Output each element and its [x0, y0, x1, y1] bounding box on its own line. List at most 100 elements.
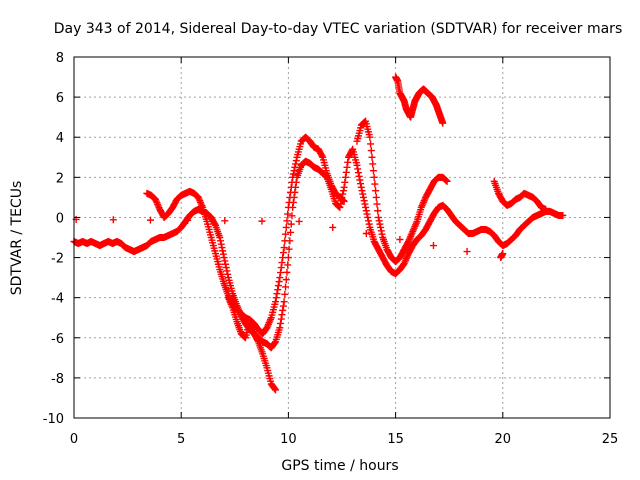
data-point	[277, 319, 285, 327]
chart-title: Day 343 of 2014, Sidereal Day-to-day VTE…	[54, 21, 622, 37]
data-point	[281, 290, 289, 298]
series-sdtvar-main	[70, 145, 567, 352]
data-point	[359, 190, 367, 198]
y-tick-labels: -10 -8 -6 -4 -2 0 2 4 6 8	[43, 51, 64, 427]
data-point	[292, 157, 300, 165]
y-axis-label: SDTVAR / TECUs	[9, 181, 25, 296]
data-point	[282, 276, 290, 284]
data-point	[542, 205, 550, 213]
data-point	[396, 236, 404, 244]
data-point	[279, 306, 287, 314]
data-point	[289, 173, 297, 181]
data-point	[274, 286, 282, 294]
data-point	[283, 217, 291, 225]
data-point	[356, 176, 364, 184]
data-point	[344, 158, 352, 166]
data-point	[289, 170, 297, 178]
y-tick-label: 8	[56, 51, 64, 66]
data-point	[291, 163, 299, 171]
data-point	[283, 268, 291, 276]
series-sdtvar-low-track	[224, 294, 280, 394]
data-point	[499, 250, 507, 258]
data-point	[219, 247, 227, 255]
x-tick-label: 15	[387, 432, 404, 447]
data-point	[367, 147, 375, 155]
data-point	[271, 339, 279, 347]
data-point	[374, 213, 382, 221]
data-point	[340, 197, 348, 205]
data-point	[184, 216, 192, 224]
data-point	[273, 290, 281, 298]
y-tick-label: -10	[43, 412, 64, 427]
data-point	[216, 234, 224, 241]
x-tick-label: 20	[495, 432, 512, 447]
y-tick-label: -2	[51, 252, 64, 267]
data-point	[284, 203, 292, 211]
data-point	[359, 193, 367, 201]
axis-ticks	[73, 56, 611, 419]
data-point	[282, 223, 290, 231]
data-point	[274, 282, 282, 290]
data-point	[371, 180, 379, 188]
data-point	[429, 242, 437, 250]
data-point	[279, 249, 287, 257]
series-sdtvar-upper-track	[143, 133, 348, 338]
data-point	[109, 216, 117, 224]
data-point	[284, 261, 292, 269]
data-point	[357, 180, 365, 188]
data-point	[348, 147, 356, 155]
data-point	[217, 240, 225, 248]
y-tick-label: -8	[51, 372, 64, 387]
data-point	[277, 269, 285, 277]
data-point	[372, 187, 380, 195]
data-point	[342, 173, 350, 181]
data-point	[374, 207, 382, 215]
data-point	[218, 244, 226, 252]
data-point	[224, 270, 232, 278]
data-point	[278, 259, 286, 267]
data-point	[377, 227, 385, 235]
data-point	[378, 230, 386, 238]
data-point	[375, 217, 383, 225]
data-point	[217, 237, 225, 245]
data-point	[354, 169, 362, 177]
data-point	[362, 229, 370, 237]
data-marks	[70, 73, 567, 394]
data-point	[287, 228, 295, 236]
y-tick-label: 2	[56, 171, 64, 186]
data-point	[341, 178, 349, 186]
x-tick-label: 5	[177, 432, 185, 447]
data-point	[279, 302, 287, 310]
plot-frame	[73, 56, 611, 419]
data-point	[339, 187, 347, 195]
data-point	[254, 336, 262, 344]
data-point	[357, 183, 365, 191]
data-point	[370, 173, 378, 181]
data-point	[366, 133, 374, 141]
data-point	[318, 152, 326, 160]
data-point	[288, 178, 296, 186]
data-point	[219, 250, 227, 258]
data-point	[221, 257, 229, 265]
data-point	[292, 160, 300, 168]
data-point	[290, 167, 298, 175]
data-point	[362, 207, 370, 215]
data-point	[286, 193, 294, 201]
data-point	[377, 223, 385, 231]
y-tick-label: -4	[51, 292, 64, 307]
data-point	[372, 193, 380, 201]
data-point	[146, 216, 154, 224]
data-point	[277, 264, 285, 272]
data-point	[277, 315, 285, 323]
y-tick-label: -6	[51, 332, 64, 347]
grid-lines	[74, 57, 610, 418]
x-tick-label: 10	[280, 432, 297, 447]
data-point	[222, 260, 230, 268]
data-point	[369, 160, 377, 168]
data-point	[336, 203, 344, 211]
x-axis-label: GPS time / hours	[281, 458, 398, 474]
x-tick-label: 25	[602, 432, 619, 447]
data-point	[439, 119, 447, 127]
data-point	[282, 283, 290, 291]
